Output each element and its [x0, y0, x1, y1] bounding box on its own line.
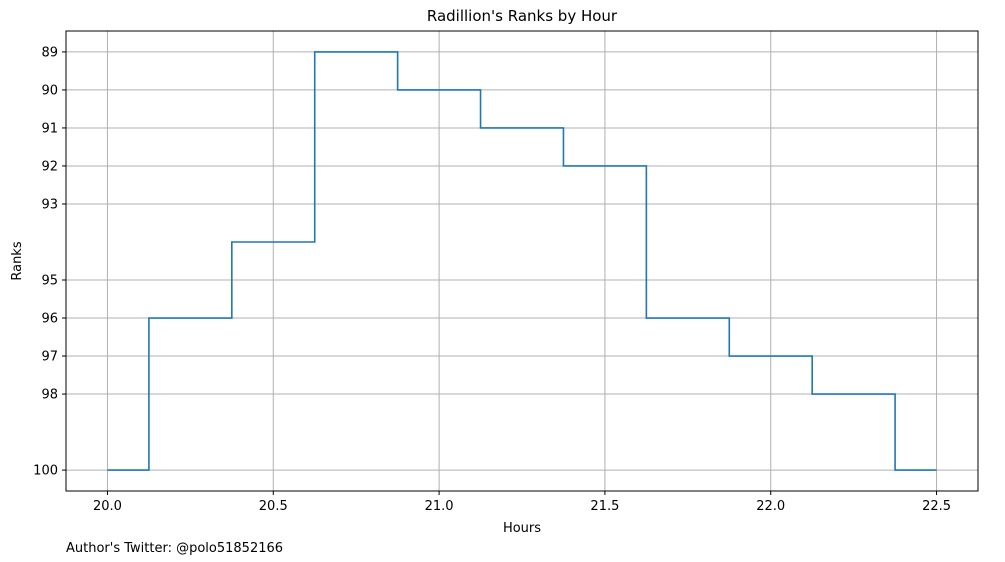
y-tick-label: 100 — [33, 464, 58, 479]
grid-lines — [66, 31, 978, 491]
y-tick-label: 93 — [41, 197, 58, 212]
y-axis-label: Ranks — [10, 241, 25, 280]
x-tick-label: 22.0 — [756, 499, 785, 514]
x-tick-label: 21.0 — [425, 499, 454, 514]
y-tick-label: 96 — [41, 312, 58, 327]
y-tick-label: 89 — [41, 45, 58, 60]
x-axis-ticks: 20.0 20.5 21.0 21.5 22.0 22.5 — [93, 491, 951, 514]
y-tick-label: 97 — [41, 350, 58, 365]
x-tick-label: 20.0 — [93, 499, 122, 514]
plot-frame — [65, 30, 979, 492]
rank-step-line — [107, 51, 937, 471]
x-tick-label: 22.5 — [922, 499, 951, 514]
y-tick-label: 92 — [41, 159, 58, 174]
chart-title: Radillion's Ranks by Hour — [427, 7, 618, 25]
x-tick-label: 21.5 — [590, 499, 619, 514]
x-tick-label: 20.5 — [259, 499, 288, 514]
y-tick-label: 98 — [41, 388, 58, 403]
y-tick-label: 95 — [41, 274, 58, 289]
series-layer — [107, 51, 937, 471]
x-axis-label: Hours — [503, 521, 541, 536]
y-tick-label: 90 — [41, 83, 58, 98]
y-tick-label: 91 — [41, 121, 58, 136]
author-twitter-note: Author's Twitter: @polo51852166 — [66, 541, 283, 556]
y-axis-ticks: 89 90 91 92 93 95 96 97 98 100 — [33, 45, 66, 479]
